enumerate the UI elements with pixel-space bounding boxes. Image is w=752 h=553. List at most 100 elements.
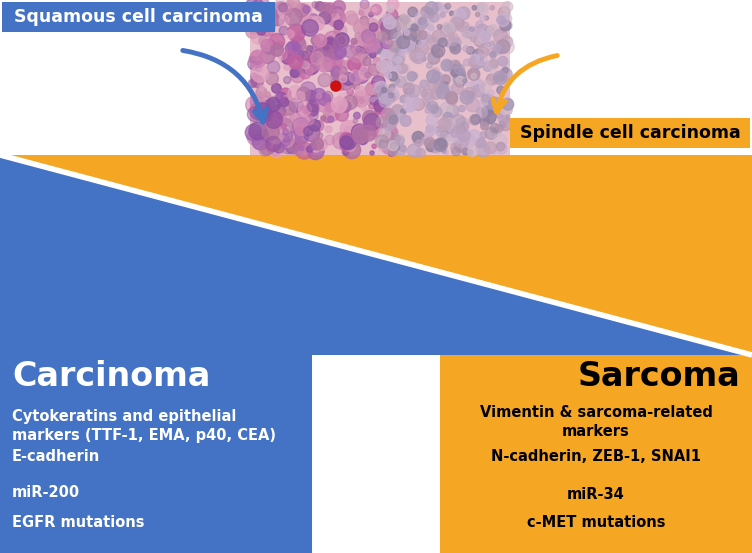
Circle shape — [483, 62, 493, 71]
Circle shape — [324, 43, 329, 48]
Circle shape — [452, 114, 465, 128]
Circle shape — [281, 140, 295, 154]
Circle shape — [310, 49, 318, 57]
Circle shape — [447, 105, 459, 117]
Circle shape — [252, 51, 261, 60]
Circle shape — [425, 9, 434, 18]
Circle shape — [395, 65, 401, 71]
Circle shape — [478, 47, 489, 57]
Circle shape — [259, 136, 264, 140]
Circle shape — [456, 79, 464, 87]
Circle shape — [297, 87, 311, 101]
Circle shape — [306, 67, 314, 75]
Circle shape — [365, 23, 369, 27]
Circle shape — [425, 138, 435, 148]
Circle shape — [499, 39, 506, 47]
Circle shape — [441, 12, 445, 17]
Circle shape — [253, 0, 263, 10]
Circle shape — [500, 40, 514, 54]
Circle shape — [323, 114, 332, 123]
Circle shape — [468, 68, 480, 80]
Circle shape — [448, 31, 453, 35]
Circle shape — [351, 38, 357, 44]
Circle shape — [432, 2, 441, 11]
Circle shape — [341, 134, 356, 150]
Circle shape — [395, 51, 401, 57]
Circle shape — [399, 14, 411, 26]
Circle shape — [344, 82, 352, 91]
Circle shape — [280, 97, 289, 107]
Text: Spindle cell carcinoma: Spindle cell carcinoma — [520, 124, 741, 142]
Circle shape — [322, 62, 327, 67]
Circle shape — [286, 30, 294, 38]
Circle shape — [344, 126, 356, 138]
Circle shape — [331, 81, 341, 91]
Circle shape — [434, 138, 447, 152]
Circle shape — [426, 38, 439, 50]
Circle shape — [368, 64, 380, 76]
Circle shape — [259, 85, 265, 91]
Circle shape — [296, 12, 301, 16]
Circle shape — [268, 121, 283, 136]
Circle shape — [421, 7, 432, 17]
Circle shape — [379, 128, 390, 140]
Circle shape — [259, 143, 272, 156]
Circle shape — [476, 39, 482, 44]
Circle shape — [502, 67, 508, 73]
Circle shape — [428, 51, 438, 61]
Circle shape — [391, 29, 401, 39]
Circle shape — [290, 66, 301, 78]
Circle shape — [497, 86, 505, 94]
Circle shape — [492, 45, 496, 50]
Circle shape — [499, 68, 512, 81]
Circle shape — [359, 98, 364, 103]
Circle shape — [477, 138, 486, 147]
Circle shape — [284, 127, 290, 133]
Circle shape — [251, 22, 262, 33]
Circle shape — [502, 2, 513, 12]
Circle shape — [405, 97, 410, 102]
Circle shape — [350, 40, 365, 55]
Circle shape — [261, 39, 273, 51]
Circle shape — [268, 109, 286, 127]
Circle shape — [284, 51, 296, 63]
Circle shape — [268, 148, 274, 154]
Circle shape — [492, 150, 496, 155]
Circle shape — [393, 80, 399, 85]
Circle shape — [445, 60, 454, 70]
Circle shape — [311, 51, 323, 65]
Circle shape — [426, 125, 436, 135]
Circle shape — [289, 55, 303, 69]
Circle shape — [428, 53, 440, 64]
Circle shape — [502, 98, 514, 110]
Bar — [0, 355, 312, 553]
Circle shape — [352, 125, 370, 142]
Circle shape — [432, 30, 445, 43]
Circle shape — [450, 43, 461, 54]
Circle shape — [398, 50, 403, 55]
Circle shape — [328, 9, 346, 27]
Circle shape — [392, 61, 396, 66]
Circle shape — [362, 18, 379, 35]
Text: c-MET mutations: c-MET mutations — [526, 515, 666, 530]
Circle shape — [423, 92, 434, 103]
Circle shape — [358, 32, 374, 47]
Circle shape — [450, 11, 454, 15]
Circle shape — [342, 149, 349, 155]
Circle shape — [384, 91, 396, 103]
Circle shape — [261, 20, 272, 32]
Circle shape — [344, 140, 356, 152]
Circle shape — [419, 25, 424, 30]
Circle shape — [353, 119, 357, 123]
Circle shape — [386, 112, 397, 123]
Circle shape — [438, 85, 450, 98]
Circle shape — [367, 37, 377, 46]
Circle shape — [283, 129, 289, 134]
Circle shape — [471, 78, 483, 91]
Circle shape — [440, 26, 447, 33]
Circle shape — [430, 13, 439, 22]
Circle shape — [317, 46, 324, 54]
Circle shape — [419, 80, 430, 92]
Circle shape — [359, 4, 371, 15]
Circle shape — [375, 81, 388, 94]
